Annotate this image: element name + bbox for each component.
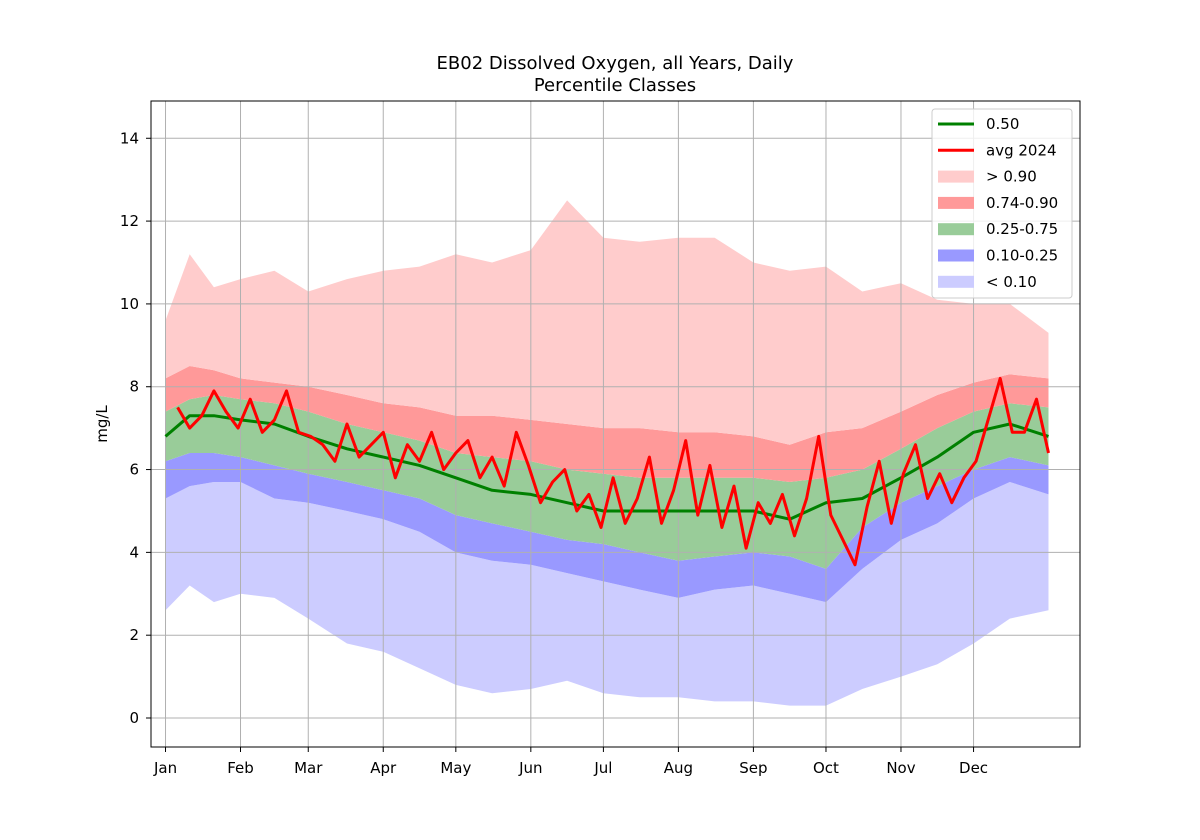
band-10-25 [165,453,1049,603]
legend-band-swatch [938,275,974,288]
x-tick-label: Mar [294,759,323,777]
x-tick-label: Feb [227,759,254,777]
y-tick-label: 4 [129,543,139,561]
chart-title: EB02 Dissolved Oxygen, all Years, Daily [437,53,794,74]
band-74-90 [165,366,1049,482]
x-tick-label: Aug [664,759,693,777]
y-tick-label: 12 [120,212,139,230]
y-tick-label: 6 [129,461,139,479]
legend-label: > 0.90 [986,168,1037,186]
series-lines [164,376,1050,567]
x-tick-label: Apr [370,759,397,777]
x-tick-label: May [440,759,471,777]
legend-label: avg 2024 [986,141,1057,159]
x-tick-label: Jan [153,759,177,777]
avg-2024-line [176,376,1050,567]
y-tick-label: 0 [129,709,139,727]
x-tick-label: Oct [813,759,839,777]
y-tick-label: 14 [120,129,139,147]
legend-label: 0.74-0.90 [986,194,1058,212]
legend-label: < 0.10 [986,273,1037,291]
y-axis-label: mg/L [93,405,111,443]
x-tick-label: Sep [739,759,767,777]
band-above-90 [165,200,1049,445]
median-line [164,414,1049,521]
band-below-10 [165,482,1049,706]
legend-band-swatch [938,170,974,183]
legend-band-swatch [938,249,974,262]
y-tick-label: 10 [120,295,139,313]
y-tick-label: 2 [129,626,139,644]
percentile-bands [165,200,1049,706]
chart-subtitle: Percentile Classes [534,75,696,96]
legend-label: 0.50 [986,115,1019,133]
legend-band-swatch [938,223,974,236]
legend-label: 0.10-0.25 [986,247,1058,265]
plot-frame [150,100,1081,748]
grid-lines [151,101,1080,747]
axis-ticks: Jan Feb Mar Apr May Jun Jul Aug Sep Oct Nov Dec 0 2 4 6… [120,129,988,777]
x-tick-label: Dec [959,759,988,777]
x-tick-label: Jun [518,759,542,777]
x-tick-label: Nov [886,759,915,777]
legend-band-swatch [938,196,974,209]
legend: 0.50 avg 2024 > 0.90 0.74-0.90 0.25-0.75 0.10… [931,108,1073,299]
x-tick-label: Jul [593,759,612,777]
y-tick-label: 8 [129,378,139,396]
legend-label: 0.25-0.75 [986,220,1058,238]
